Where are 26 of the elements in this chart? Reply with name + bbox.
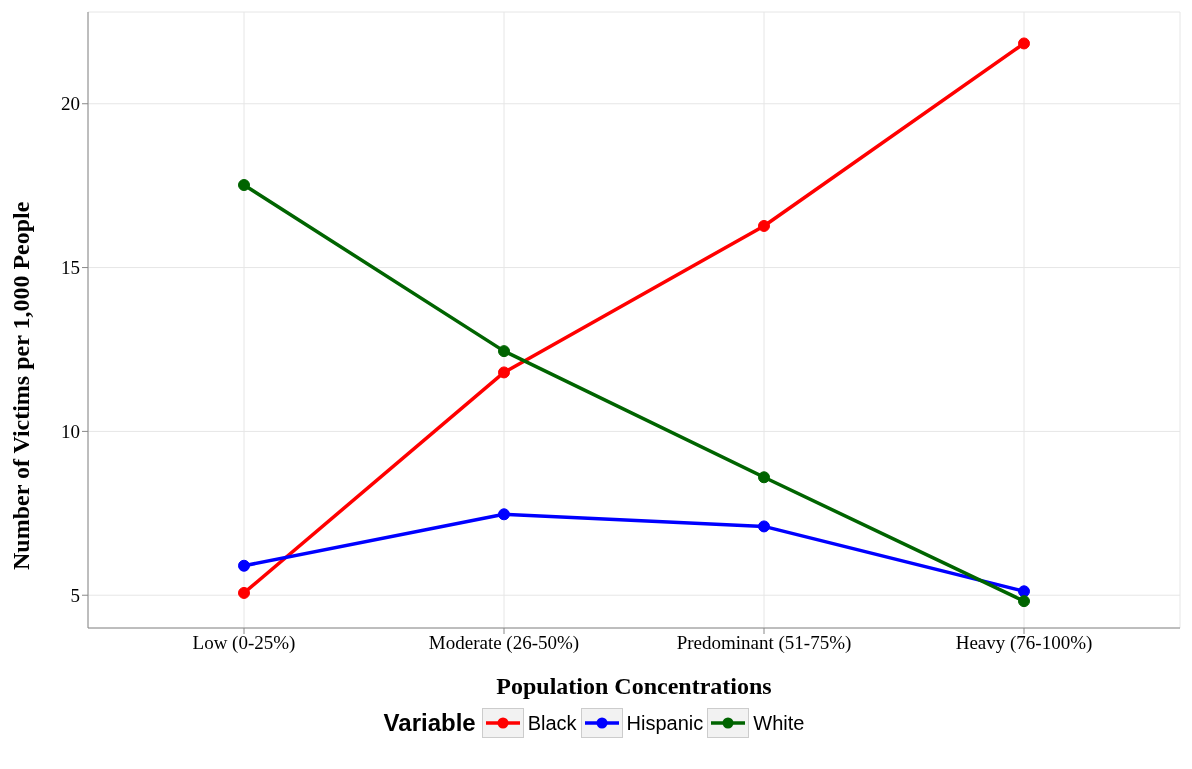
y-axis-title: Number of Victims per 1,000 People xyxy=(7,201,34,570)
y-tick-label: 10 xyxy=(61,421,80,443)
point xyxy=(498,366,510,379)
x-axis-title: Population Concentrations xyxy=(496,673,772,699)
y-tick-label: 20 xyxy=(61,93,80,115)
point xyxy=(1018,595,1030,608)
legend-label: White xyxy=(753,711,805,735)
x-tick-label: Predominant (51-75%) xyxy=(676,632,852,655)
y-tick-label: 15 xyxy=(61,257,80,279)
point xyxy=(758,219,770,232)
point xyxy=(498,508,510,521)
point xyxy=(758,471,770,484)
x-tick-label: Heavy (76-100%) xyxy=(955,632,1093,655)
point xyxy=(758,520,770,533)
point xyxy=(238,559,250,572)
y-tick-label: 5 xyxy=(70,584,80,606)
point xyxy=(1018,37,1030,50)
point xyxy=(498,345,510,358)
x-tick-label: Low (0-25%) xyxy=(192,632,296,655)
legend-label: Hispanic xyxy=(626,711,704,735)
legend-title: Variable xyxy=(383,709,476,737)
legend-label: Black xyxy=(527,711,577,735)
point xyxy=(238,586,250,599)
point xyxy=(238,179,250,191)
point xyxy=(1018,585,1030,598)
x-tick-label: Moderate (26-50%) xyxy=(428,632,580,655)
